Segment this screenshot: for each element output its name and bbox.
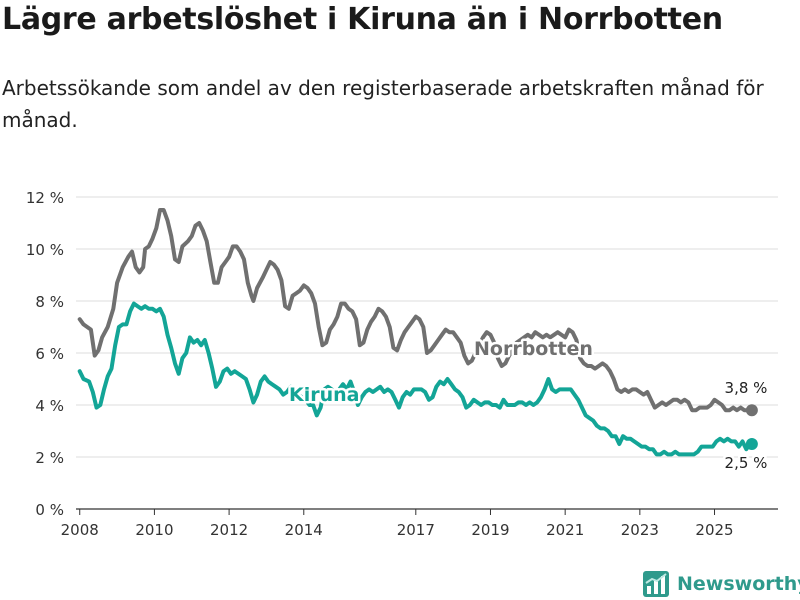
x-tick-label: 2014	[285, 521, 323, 539]
x-tick-label: 2025	[695, 521, 733, 539]
series-lines	[77, 208, 758, 457]
y-tick-label: 8 %	[35, 293, 64, 311]
axes: 0 % 2 % 4 % 6 % 8 % 10 % 12 % 2008 2010 2012 2014 2…	[26, 189, 734, 539]
chart-title: Lägre arbetslöshet i Kiruna än i Norrbot…	[2, 2, 723, 37]
brand-logo: Newsworthy	[643, 569, 800, 599]
series-label-norrbotten-halo: Norrbotten	[474, 338, 593, 360]
x-tick-label: 2017	[397, 521, 435, 539]
brand-name: Newsworthy	[677, 573, 800, 595]
end-label-kiruna-halo: 2,5 %	[725, 454, 768, 472]
series-end-dot-norrbotten	[745, 404, 758, 417]
series-end-dot-kiruna	[745, 438, 758, 450]
series-label-kiruna: Kiruna	[289, 384, 359, 406]
y-tick-label: 0 %	[35, 501, 64, 519]
end-label-norrbotten-halo: 3,8 %	[725, 379, 768, 397]
x-tick-label: 2021	[546, 521, 584, 539]
y-tick-label: 2 %	[35, 449, 64, 467]
series-line-kiruna	[77, 301, 754, 457]
y-tick-label: 12 %	[26, 189, 64, 207]
x-tick-label: 2010	[135, 521, 173, 539]
x-tick-label: 2008	[61, 521, 99, 539]
x-tick-label: 2019	[471, 521, 509, 539]
chart-subtitle: Arbetssökande som andel av den registerb…	[2, 76, 764, 132]
y-tick-label: 10 %	[26, 241, 64, 259]
series-line-norrbotten	[77, 208, 754, 413]
y-tick-label: 6 %	[35, 345, 64, 363]
x-tick-label: 2012	[210, 521, 248, 539]
series-label-kiruna-halo: Kiruna	[289, 384, 359, 406]
x-tick-label: 2023	[621, 521, 659, 539]
y-tick-label: 4 %	[35, 397, 64, 415]
series-label-norrbotten: Norrbotten	[474, 338, 593, 360]
end-label-norrbotten: 3,8 %	[725, 379, 768, 397]
newsworthy-logo-icon	[643, 571, 669, 597]
end-label-kiruna: 2,5 %	[725, 454, 768, 472]
